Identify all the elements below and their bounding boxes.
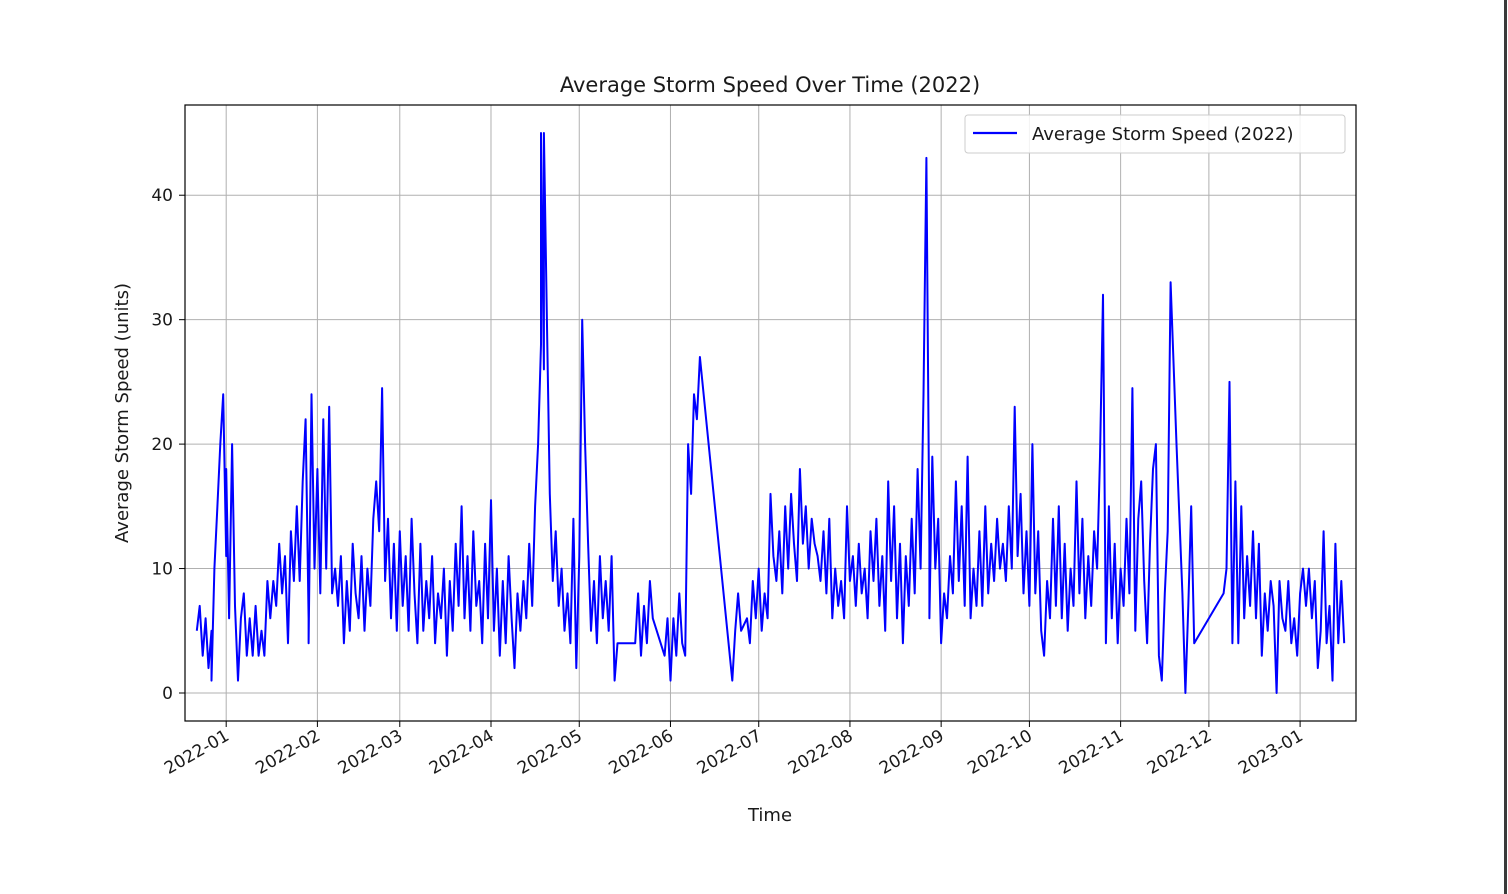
x-tick-label: 2022-11 [1056,726,1128,779]
chart-title: Average Storm Speed Over Time (2022) [560,73,980,97]
grid-lines [185,105,1356,721]
y-tick-label: 10 [151,560,173,580]
y-tick-label: 30 [151,311,173,331]
x-tick-label: 2022-10 [964,726,1036,779]
window-edge [1504,0,1507,894]
legend-box [964,114,1346,154]
x-axis-label: Time [747,805,792,826]
series-layer [195,132,1346,694]
x-axis-ticks: 2022-01 2022-02 2022-03 2022-04 2022-05 2022-… [161,721,1307,779]
x-tick-label: 2023-01 [1235,726,1307,779]
y-tick-label: 0 [162,684,173,704]
y-axis-ticks: 0 10 20 30 40 [151,186,185,704]
x-tick-label: 2022-01 [161,726,233,779]
x-tick-label: 2022-05 [514,726,586,779]
x-tick-label: 2022-02 [252,726,324,779]
x-tick-label: 2022-07 [694,726,766,779]
y-tick-label: 20 [151,435,173,455]
x-tick-label: 2022-03 [335,726,407,779]
plot-area-frame [184,104,1357,722]
legend: Average Storm Speed (2022) [964,114,1346,154]
x-tick-label: 2022-04 [426,726,498,779]
x-tick-label: 2022-06 [605,726,677,779]
x-tick-label: 2022-09 [876,726,948,779]
legend-label: Average Storm Speed (2022) [1032,124,1293,145]
x-tick-label: 2022-08 [785,726,857,779]
y-axis-label: Average Storm Speed (units) [112,283,133,543]
x-tick-label: 2022-12 [1144,726,1216,779]
series-line [195,132,1346,694]
y-tick-label: 40 [151,186,173,206]
